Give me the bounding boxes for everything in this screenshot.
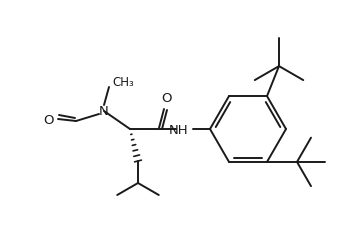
Text: CH₃: CH₃ (112, 75, 134, 88)
Text: O: O (162, 92, 172, 105)
Text: NH: NH (168, 123, 188, 136)
Text: N: N (99, 104, 109, 117)
Text: O: O (44, 113, 54, 126)
